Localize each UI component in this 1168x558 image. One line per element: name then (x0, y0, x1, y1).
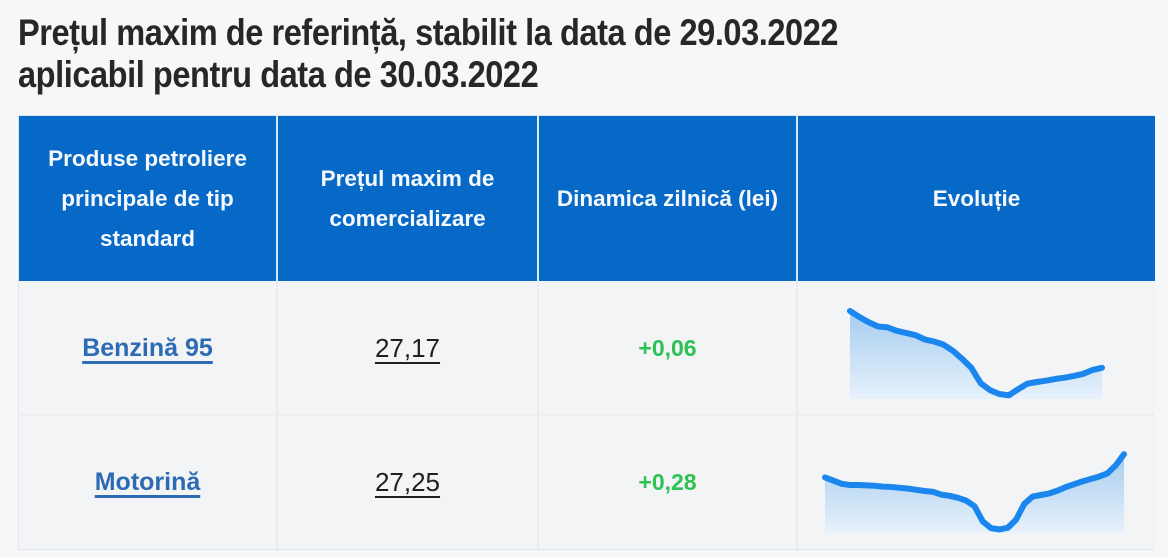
page-title-line-1: Prețul maxim de referință, stabilit la d… (18, 12, 839, 53)
motorina-link[interactable]: Motorină (94, 468, 201, 496)
column-header-evolution: Evoluție (798, 116, 1155, 283)
benzina-95-price[interactable]: 27,17 (374, 333, 441, 363)
benzina-95-daily-change: +0,06 (638, 335, 697, 361)
motorina-price[interactable]: 27,25 (374, 467, 441, 497)
motorina-daily-change: +0,28 (638, 469, 697, 495)
table-row-motorina-product-cell: Motorină (19, 416, 278, 549)
page-title: Prețul maxim de referință, stabilit la d… (18, 12, 1162, 96)
benzina-95-sparkline-chart (847, 307, 1105, 399)
motorina-sparkline-chart (822, 450, 1127, 533)
fuel-price-table: Produse petroliere principale de tip sta… (18, 115, 1155, 550)
column-header-products: Produse petroliere principale de tip sta… (19, 116, 278, 283)
benzina-95-link[interactable]: Benzină 95 (82, 334, 213, 362)
table-row-motorina-dynamic-cell: +0,28 (539, 416, 798, 549)
column-header-max-price: Prețul maxim de comercializare (278, 116, 539, 283)
column-header-daily-dynamic: Dinamica zilnică (lei) (539, 116, 798, 283)
table-row-benzina-evolution-cell (798, 283, 1155, 416)
table-row-motorina-evolution-cell (798, 416, 1155, 549)
page-title-line-2: aplicabil pentru data de 30.03.2022 (18, 54, 539, 95)
table-row-benzina-product-cell: Benzină 95 (19, 283, 278, 416)
table-row-motorina-price-cell: 27,25 (278, 416, 539, 549)
table-row-benzina-price-cell: 27,17 (278, 283, 539, 416)
table-row-benzina-dynamic-cell: +0,06 (539, 283, 798, 416)
